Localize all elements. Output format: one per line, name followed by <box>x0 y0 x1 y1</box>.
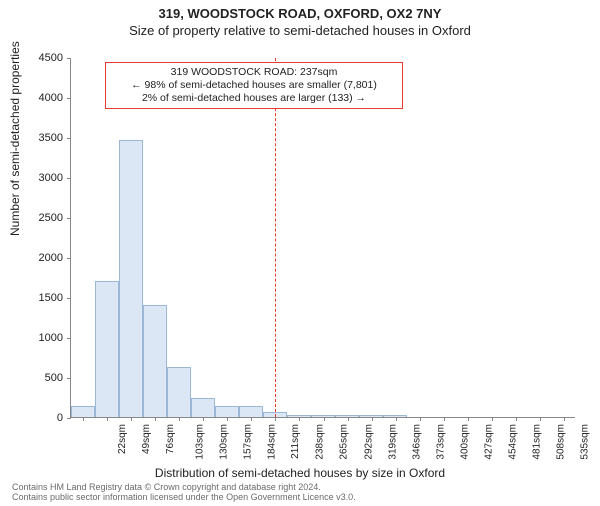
x-tick-label: 211sqm <box>290 424 301 459</box>
y-tick-label: 0 <box>8 412 63 424</box>
x-tick-label: 22sqm <box>117 424 128 454</box>
histogram-bar <box>215 406 239 417</box>
histogram-bar <box>167 367 191 417</box>
annotation-box: 319 WOODSTOCK ROAD: 237sqm← 98% of semi-… <box>105 62 403 109</box>
histogram-bar <box>143 305 167 417</box>
x-tick-label: 481sqm <box>531 424 542 460</box>
annotation-line-3: 2% of semi-detached houses are larger (1… <box>112 92 396 105</box>
y-tick-label: 3000 <box>8 172 63 184</box>
histogram-bar <box>71 406 95 417</box>
annotation-line-2: ← 98% of semi-detached houses are smalle… <box>112 79 396 92</box>
x-tick-label: 130sqm <box>219 424 230 460</box>
x-tick-label: 292sqm <box>363 424 374 460</box>
y-tick-label: 500 <box>8 372 63 384</box>
page-subtitle: Size of property relative to semi-detach… <box>0 23 600 38</box>
histogram-chart: 319 WOODSTOCK ROAD: 237sqm← 98% of semi-… <box>70 58 575 418</box>
histogram-bar <box>191 398 215 417</box>
y-tick-label: 1000 <box>8 332 63 344</box>
y-tick-label: 4500 <box>8 52 63 64</box>
x-tick-label: 238sqm <box>315 424 326 460</box>
x-tick-label: 508sqm <box>555 424 566 460</box>
y-tick-label: 4000 <box>8 92 63 104</box>
x-tick-label: 427sqm <box>483 424 494 460</box>
reference-line <box>275 58 276 417</box>
x-tick-label: 346sqm <box>411 424 422 460</box>
attribution-text: Contains HM Land Registry data © Crown c… <box>12 483 356 503</box>
y-tick-label: 3500 <box>8 132 63 144</box>
x-axis-label: Distribution of semi-detached houses by … <box>0 466 600 480</box>
y-tick-label: 2000 <box>8 252 63 264</box>
x-tick-label: 103sqm <box>195 424 206 460</box>
x-tick-label: 535sqm <box>579 424 590 460</box>
attribution-line-2: Contains public sector information licen… <box>12 493 356 503</box>
x-tick-label: 400sqm <box>459 424 470 460</box>
x-tick-label: 157sqm <box>243 424 254 460</box>
x-tick-label: 454sqm <box>507 424 518 460</box>
histogram-bar <box>119 140 143 417</box>
histogram-bar <box>239 406 263 417</box>
histogram-bar <box>95 281 119 417</box>
x-tick-label: 49sqm <box>141 424 152 454</box>
x-tick-label: 265sqm <box>339 424 350 460</box>
x-tick-label: 373sqm <box>435 424 446 460</box>
x-tick-label: 76sqm <box>165 424 176 454</box>
annotation-line-1: 319 WOODSTOCK ROAD: 237sqm <box>112 66 396 79</box>
x-tick-label: 184sqm <box>267 424 278 460</box>
x-tick-label: 319sqm <box>387 424 398 460</box>
y-tick-label: 2500 <box>8 212 63 224</box>
y-tick-label: 1500 <box>8 292 63 304</box>
page-title: 319, WOODSTOCK ROAD, OXFORD, OX2 7NY <box>0 6 600 21</box>
